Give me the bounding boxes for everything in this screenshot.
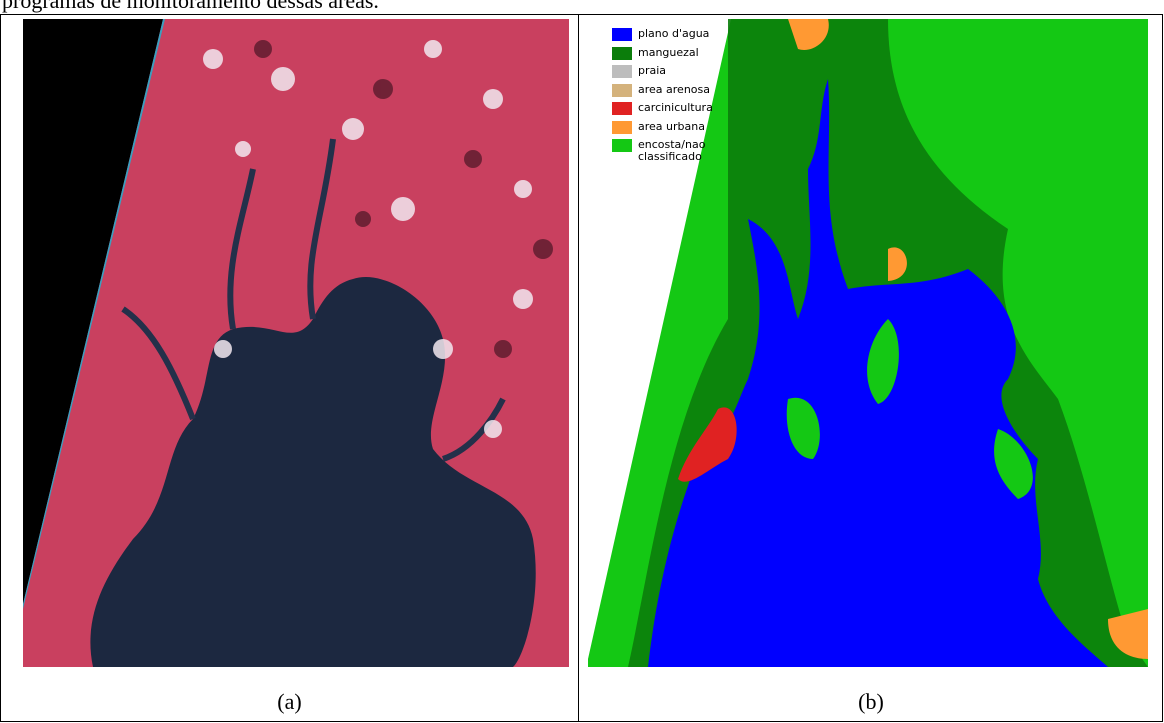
page: {"text_fragment": "programas de monitora…: [0, 0, 1164, 723]
legend-item: plano d'agua: [612, 28, 738, 47]
caption: (a): [1, 689, 578, 715]
legend-swatch: [612, 28, 632, 41]
legend-swatch: [612, 65, 632, 78]
map-legend: plano d'agua manguezal praia area arenosa ca…: [612, 28, 738, 158]
legend-item: manguezal: [612, 47, 738, 66]
legend-item: praia: [612, 65, 738, 84]
panel-a: (a): [1, 15, 579, 721]
legend-label: area urbana: [638, 121, 738, 133]
legend-swatch: [612, 84, 632, 97]
legend-label: area arenosa: [638, 84, 738, 96]
legend-swatch: [612, 139, 632, 152]
legend-label: praia: [638, 65, 738, 77]
legend-item: carcinicultura: [612, 102, 738, 121]
satellite-image: [23, 19, 569, 667]
legend-swatch: [612, 121, 632, 134]
caption: (b): [579, 689, 1163, 715]
legend-item: area urbana: [612, 121, 738, 140]
legend-label: manguezal: [638, 47, 738, 59]
legend-swatch: [612, 47, 632, 60]
legend-label: carcinicultura: [638, 102, 738, 114]
legend-label: plano d'agua: [638, 28, 738, 40]
text-fragment: programas de monitoramento dessas áreas.: [2, 0, 379, 14]
legend-item: encosta/nao classificado: [612, 139, 738, 158]
legend-swatch: [612, 102, 632, 115]
figure-table: (a) (b): [0, 14, 1163, 722]
legend-item: area arenosa: [612, 84, 738, 103]
legend-label: encosta/nao classificado: [638, 139, 738, 163]
